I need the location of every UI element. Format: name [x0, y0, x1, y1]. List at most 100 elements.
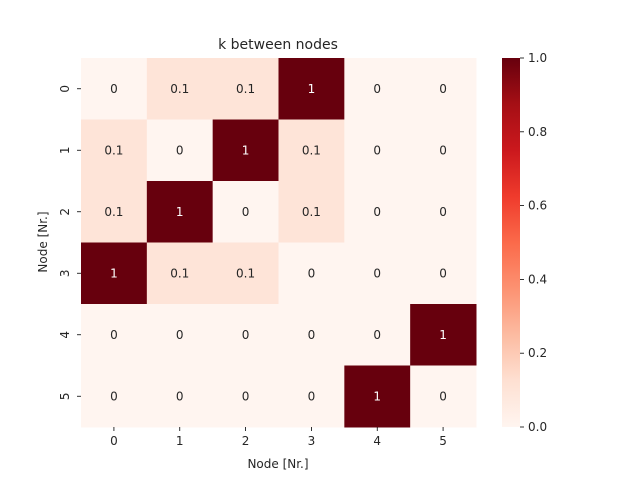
x-axis-ticks: 0 1 2 3 4 5: [110, 427, 447, 448]
heatmap-cell-1-2: [212, 119, 279, 182]
heatmap-cell-3-0: [81, 242, 148, 305]
heatmap-cell-1-3: [278, 119, 345, 182]
cell-label-4-1: 0: [176, 328, 184, 342]
heatmap-cell-3-4: [344, 242, 411, 305]
cell-label-1-2: 1: [242, 143, 250, 157]
heatmap-cell-0-2: [212, 58, 279, 120]
heatmap-cell-2-4: [344, 181, 411, 243]
y-tick-label-4: 4: [58, 331, 72, 339]
colorbar-tick-label-3: 0.6: [528, 199, 547, 213]
y-tick-label-1: 1: [58, 146, 72, 154]
cell-label-1-3: 0.1: [302, 143, 321, 157]
heatmap-cell-3-5: [410, 242, 477, 305]
x-tick-label-5: 5: [439, 434, 447, 448]
cell-label-3-3: 0: [308, 266, 316, 280]
heatmap-cell-1-1: [146, 119, 214, 182]
cell-label-5-2: 0: [242, 389, 250, 403]
heatmap-cell-4-1: [146, 304, 214, 366]
cell-label-2-1: 1: [176, 205, 184, 219]
x-tick-label-2: 2: [242, 434, 250, 448]
heatmap-cell-1-5: [410, 119, 477, 182]
cell-label-4-4: 0: [373, 328, 381, 342]
heatmap-cell-5-2: [212, 365, 279, 428]
heatmap-cell-3-1: [146, 242, 214, 305]
chart-title: k between nodes: [218, 37, 338, 53]
y-axis-label: Node [Nr.]: [36, 211, 50, 272]
heatmap-cell-4-0: [81, 304, 148, 366]
heatmap-cell-4-3: [278, 304, 345, 366]
x-tick-label-1: 1: [176, 434, 184, 448]
y-tick-label-0: 0: [58, 85, 72, 93]
colorbar: 0.0 0.2 0.4 0.6 0.8 1.0: [502, 51, 547, 434]
colorbar-gradient: [502, 58, 520, 427]
x-tick-label-4: 4: [373, 434, 381, 448]
heatmap-cell-3-2: [212, 242, 279, 305]
x-tick-label-3: 3: [308, 434, 316, 448]
cell-label-1-5: 0: [439, 143, 447, 157]
colorbar-tick-label-4: 0.8: [528, 125, 547, 139]
colorbar-tick-label-0: 0.0: [528, 420, 547, 434]
cell-label-3-5: 0: [439, 266, 447, 280]
heatmap-cell-4-4: [344, 304, 411, 366]
cell-label-2-0: 0.1: [104, 205, 123, 219]
cell-label-1-4: 0: [373, 143, 381, 157]
cell-label-5-3: 0: [308, 389, 316, 403]
heatmap-cell-3-3: [278, 242, 345, 305]
cell-label-0-1: 0.1: [170, 82, 189, 96]
heatmap-cell-5-3: [278, 365, 345, 428]
cell-label-4-0: 0: [110, 328, 118, 342]
colorbar-tick-label-2: 0.4: [528, 272, 547, 286]
heatmap-cell-0-1: [146, 58, 214, 120]
cell-label-5-1: 0: [176, 389, 184, 403]
x-tick-label-0: 0: [110, 434, 118, 448]
heatmap-cell-0-5: [410, 58, 477, 120]
cell-label-5-5: 0: [439, 389, 447, 403]
heatmap-cell-5-4: [344, 365, 411, 428]
y-tick-label-5: 5: [58, 392, 72, 400]
x-axis-label: Node [Nr.]: [247, 457, 308, 471]
y-tick-label-2: 2: [58, 208, 72, 216]
y-axis-ticks: 0 1 2 3 4 5: [58, 85, 81, 400]
cell-label-0-0: 0: [110, 82, 118, 96]
heatmap-cell-2-1: [146, 181, 214, 243]
heatmap-cell-4-2: [212, 304, 279, 366]
heatmap-cell-5-1: [146, 365, 214, 428]
colorbar-tick-label-1: 0.2: [528, 346, 547, 360]
cell-label-2-3: 0.1: [302, 205, 321, 219]
heatmap-cell-2-2: [212, 181, 279, 243]
cell-label-4-5: 1: [439, 328, 447, 342]
heatmap-cell-0-4: [344, 58, 411, 120]
heatmap-cell-4-5: [410, 304, 477, 366]
cell-label-5-4: 1: [373, 389, 381, 403]
heatmap-cell-5-5: [410, 365, 477, 428]
cell-label-2-5: 0: [439, 205, 447, 219]
cell-label-2-2: 0: [242, 205, 250, 219]
cell-label-4-3: 0: [308, 328, 316, 342]
heatmap-cell-2-0: [81, 181, 148, 243]
cell-label-0-3: 1: [308, 82, 316, 96]
cell-label-3-4: 0: [373, 266, 381, 280]
heatmap-cell-0-3: [278, 58, 345, 120]
cell-label-1-1: 0: [176, 143, 184, 157]
heatmap-cell-1-4: [344, 119, 411, 182]
cell-label-2-4: 0: [373, 205, 381, 219]
y-tick-label-3: 3: [58, 269, 72, 277]
heatmap-cell-labels: 0 0.1 0.1 1 0 0 0.1 0 1 0.1 0 0 0.1 1 0 0.1 0 0 1 0.1 0.1 0 0 0…: [104, 82, 447, 404]
cell-label-0-2: 0.1: [236, 82, 255, 96]
cell-label-3-0: 1: [110, 266, 118, 280]
heatmap-cell-2-5: [410, 181, 477, 243]
cell-label-3-1: 0.1: [170, 266, 189, 280]
heatmap-cell-2-3: [278, 181, 345, 243]
cell-label-4-2: 0: [242, 328, 250, 342]
cell-label-3-2: 0.1: [236, 266, 255, 280]
cell-label-5-0: 0: [110, 389, 118, 403]
heatmap-cell-0-0: [81, 58, 148, 120]
heatmap-cell-5-0: [81, 365, 148, 428]
cell-label-1-0: 0.1: [104, 143, 123, 157]
cell-label-0-5: 0: [439, 82, 447, 96]
heatmap-cells: [81, 58, 477, 428]
heatmap-cell-1-0: [81, 119, 148, 182]
colorbar-tick-label-5: 1.0: [528, 51, 547, 65]
